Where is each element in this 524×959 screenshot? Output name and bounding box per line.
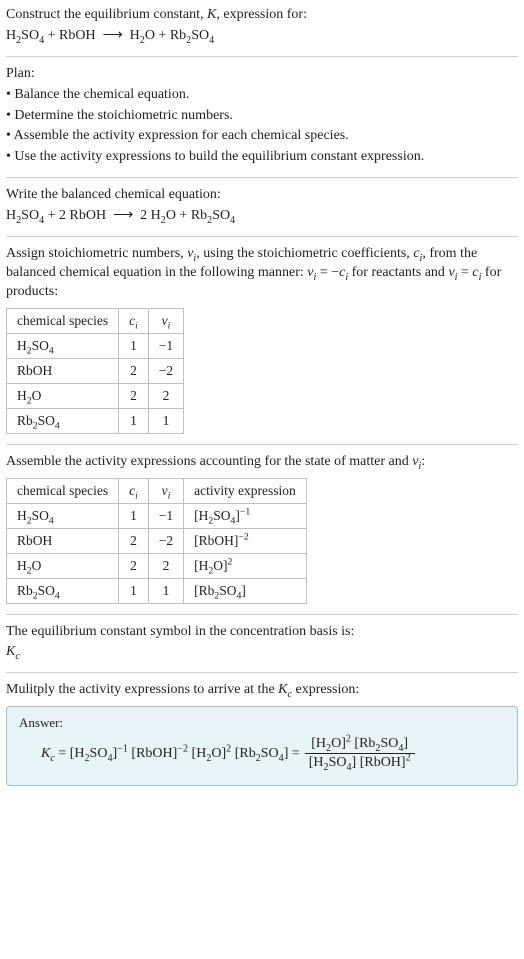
separator [6, 236, 518, 237]
table-row: RbOH2−2 [7, 358, 184, 383]
answer-label: Answer: [19, 715, 505, 731]
col-header: νi [148, 308, 183, 333]
balanced-section: Write the balanced chemical equation: H2… [6, 186, 518, 226]
assemble-section: Assemble the activity expressions accoun… [6, 453, 518, 604]
activity-table-body: H2SO41−1[H2SO4]−1RbOH2−2[RbOH]−2H2O22[H2… [7, 503, 307, 603]
page: Construct the equilibrium constant, K, e… [0, 0, 524, 806]
plan-item: • Use the activity expressions to build … [6, 148, 518, 167]
table-cell: 1 [119, 333, 149, 358]
table-row: H2O22 [7, 383, 184, 408]
table-cell: 2 [119, 358, 149, 383]
table-cell: H2O [7, 383, 119, 408]
plan-item: • Assemble the activity expression for e… [6, 127, 518, 146]
col-header: chemical species [7, 478, 119, 503]
prompt-section: Construct the equilibrium constant, K, e… [6, 6, 518, 46]
table-row: Rb2SO411[Rb2SO4] [7, 578, 307, 603]
multiply-text: Mulitply the activity expressions to arr… [6, 681, 518, 700]
col-header: chemical species [7, 308, 119, 333]
table-cell: −1 [148, 333, 183, 358]
answer-fraction: [H2O]2 [Rb2SO4] [H2SO4] [RbOH]2 [305, 735, 415, 772]
plan-item: • Balance the chemical equation. [6, 86, 518, 105]
separator [6, 672, 518, 673]
table-cell: 1 [119, 578, 149, 603]
table-cell: Rb2SO4 [7, 408, 119, 433]
table-header-row: chemical species ci νi activity expressi… [7, 478, 307, 503]
prompt-equation: H2SO4 + RbOH ⟶ H2O + Rb2SO4 [6, 27, 518, 46]
prompt-line-1: Construct the equilibrium constant, K, e… [6, 6, 518, 25]
answer-lhs: Kc = [H2SO4]−1 [RbOH]−2 [H2O]2 [Rb2SO4] … [41, 746, 300, 762]
table-cell: −2 [148, 358, 183, 383]
table-cell: 2 [119, 553, 149, 578]
table-row: Rb2SO411 [7, 408, 184, 433]
table-cell: H2SO4 [7, 503, 119, 528]
col-header: ci [119, 308, 149, 333]
table-cell: 1 [119, 503, 149, 528]
table-cell: −1 [148, 503, 183, 528]
answer-equation: Kc = [H2SO4]−1 [RbOH]−2 [H2O]2 [Rb2SO4] … [19, 735, 505, 772]
assign-text: Assign stoichiometric numbers, νi, using… [6, 245, 518, 302]
fraction-numerator: [H2O]2 [Rb2SO4] [305, 735, 415, 754]
col-header: ci [119, 478, 149, 503]
table-cell: 1 [148, 578, 183, 603]
separator [6, 614, 518, 615]
balanced-equation: H2SO4 + 2 RbOH ⟶ 2 H2O + Rb2SO4 [6, 207, 518, 226]
table-cell: 2 [119, 528, 149, 553]
table-cell: −2 [148, 528, 183, 553]
separator [6, 56, 518, 57]
plan-heading: Plan: [6, 65, 518, 84]
symbol-section: The equilibrium constant symbol in the c… [6, 623, 518, 663]
symbol-value: Kc [6, 643, 518, 662]
table-cell: [H2O]2 [184, 553, 307, 578]
table-cell: H2O [7, 553, 119, 578]
separator [6, 177, 518, 178]
multiply-section: Mulitply the activity expressions to arr… [6, 681, 518, 700]
col-header: activity expression [184, 478, 307, 503]
fraction-denominator: [H2SO4] [RbOH]2 [305, 754, 415, 772]
table-row: H2O22[H2O]2 [7, 553, 307, 578]
col-header: νi [148, 478, 183, 503]
table-cell: H2SO4 [7, 333, 119, 358]
table-cell: RbOH [7, 358, 119, 383]
activity-table: chemical species ci νi activity expressi… [6, 478, 307, 604]
table-header-row: chemical species ci νi [7, 308, 184, 333]
table-cell: [H2SO4]−1 [184, 503, 307, 528]
separator [6, 444, 518, 445]
table-row: RbOH2−2[RbOH]−2 [7, 528, 307, 553]
plan-section: Plan: • Balance the chemical equation. •… [6, 65, 518, 167]
table-cell: Rb2SO4 [7, 578, 119, 603]
answer-box: Answer: Kc = [H2SO4]−1 [RbOH]−2 [H2O]2 [… [6, 706, 518, 785]
symbol-caption: The equilibrium constant symbol in the c… [6, 623, 518, 642]
balanced-caption: Write the balanced chemical equation: [6, 186, 518, 205]
table-cell: [RbOH]−2 [184, 528, 307, 553]
assign-section: Assign stoichiometric numbers, νi, using… [6, 245, 518, 434]
table-cell: [Rb2SO4] [184, 578, 307, 603]
table-cell: 2 [148, 553, 183, 578]
stoich-table: chemical species ci νi H2SO41−1RbOH2−2H2… [6, 308, 184, 434]
table-row: H2SO41−1[H2SO4]−1 [7, 503, 307, 528]
table-cell: 2 [148, 383, 183, 408]
table-cell: 2 [119, 383, 149, 408]
table-cell: 1 [148, 408, 183, 433]
plan-item: • Determine the stoichiometric numbers. [6, 107, 518, 126]
table-cell: 1 [119, 408, 149, 433]
table-row: H2SO41−1 [7, 333, 184, 358]
assemble-text: Assemble the activity expressions accoun… [6, 453, 518, 472]
stoich-table-body: H2SO41−1RbOH2−2H2O22Rb2SO411 [7, 333, 184, 433]
table-cell: RbOH [7, 528, 119, 553]
